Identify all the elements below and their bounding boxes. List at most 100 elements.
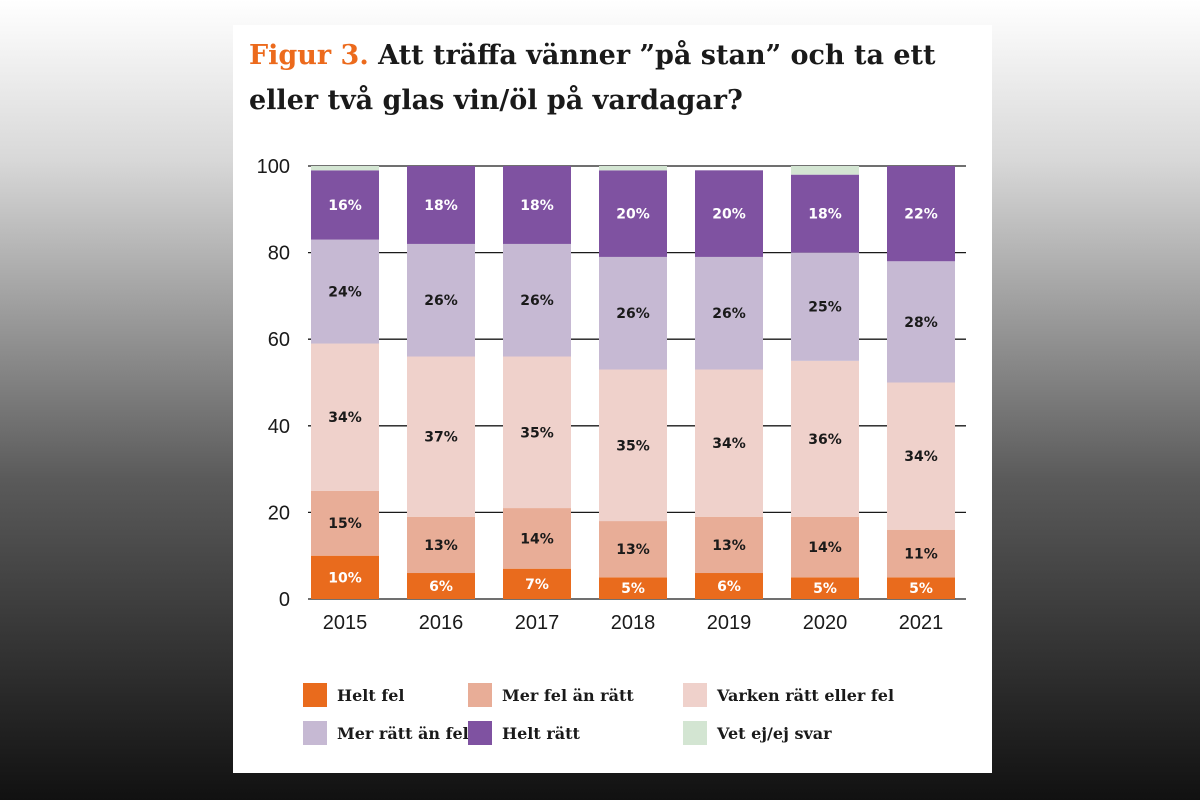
figure-label: Figur 3.	[249, 40, 369, 71]
legend-item: Helt fel	[303, 683, 468, 707]
data-label: 28%	[904, 315, 938, 331]
bar-segment	[695, 369, 763, 517]
data-label: 11%	[904, 547, 938, 563]
bar-segment	[887, 529, 955, 578]
bar-segment	[407, 243, 475, 357]
legend-label: Mer rätt än fel	[337, 723, 469, 743]
data-label: 35%	[520, 425, 554, 441]
y-tick-label: 80	[268, 243, 290, 265]
bar-segment	[503, 508, 571, 569]
legend-swatch	[303, 683, 327, 707]
data-label: 37%	[424, 430, 458, 446]
legend-item: Varken rätt eller fel	[683, 683, 903, 707]
bar-segment	[695, 170, 763, 257]
y-tick-label: 0	[279, 589, 290, 611]
y-tick-label: 40	[268, 416, 290, 438]
data-label: 14%	[808, 540, 842, 556]
bar-segment	[791, 577, 859, 599]
bar-segment	[695, 516, 763, 574]
bar-segment	[887, 577, 955, 599]
legend-label: Helt rätt	[502, 723, 580, 743]
data-label: 13%	[616, 542, 650, 558]
legend-item: Mer fel än rätt	[468, 683, 683, 707]
bar-segment	[503, 166, 571, 244]
bar-segment	[599, 166, 667, 171]
bar-segment	[599, 369, 667, 522]
legend-item: Helt rätt	[468, 721, 683, 745]
bar-segment	[599, 170, 667, 257]
data-label: 16%	[328, 198, 362, 214]
x-tick-label: 2021	[899, 612, 944, 634]
legend-swatch	[683, 683, 707, 707]
data-label: 20%	[712, 207, 746, 223]
data-label: 6%	[429, 579, 453, 595]
bar-segment	[407, 356, 475, 517]
data-label: 18%	[424, 198, 458, 214]
bar-segment	[311, 166, 379, 171]
data-label: 13%	[424, 538, 458, 554]
x-tick-label: 2018	[611, 612, 656, 634]
data-label: 26%	[520, 293, 554, 309]
bar-segment	[791, 166, 859, 175]
legend-item: Mer rätt än fel	[303, 721, 469, 745]
data-label: 7%	[525, 577, 549, 593]
data-label: 10%	[328, 570, 362, 586]
x-tick-label: 2016	[419, 612, 464, 634]
x-tick-label: 2015	[323, 612, 368, 634]
bar-segment	[887, 261, 955, 383]
title-text: Att träffa vänner ”på stan” och ta ett e…	[249, 40, 936, 116]
y-tick-label: 20	[268, 502, 290, 524]
legend-swatch	[303, 721, 327, 745]
data-label: 22%	[904, 207, 938, 223]
legend-label: Vet ej/ej svar	[717, 723, 832, 743]
data-label: 25%	[808, 300, 842, 316]
legend-label: Helt fel	[337, 685, 405, 705]
data-label: 34%	[328, 410, 362, 426]
data-label: 35%	[616, 438, 650, 454]
bar-segment	[791, 516, 859, 578]
legend: Helt fel Mer fel än rätt Varken rätt eller…	[303, 683, 983, 745]
data-label: 5%	[621, 581, 645, 597]
bar-segment	[791, 174, 859, 253]
stacked-bar-chart: 0 20 40 60 80 100 10% 15% 34% 24% 16% 2015 6% 13% 37% 2…	[257, 156, 966, 634]
bar-segment	[887, 166, 955, 262]
bar-segment	[311, 490, 379, 556]
x-tick-label: 2017	[515, 612, 560, 634]
bar-segment	[311, 170, 379, 240]
data-label: 6%	[717, 579, 741, 595]
y-tick-label: 100	[257, 156, 290, 178]
bar-segment	[695, 573, 763, 599]
data-label: 26%	[424, 293, 458, 309]
data-label: 34%	[904, 449, 938, 465]
bar-segment	[311, 239, 379, 344]
data-label: 26%	[712, 306, 746, 322]
bar-segment	[503, 568, 571, 599]
bar-segment	[311, 555, 379, 599]
bar-segment	[887, 382, 955, 530]
legend-item: Vet ej/ej svar	[683, 721, 903, 745]
data-label: 15%	[328, 516, 362, 532]
bar-segment	[791, 252, 859, 361]
bar-segment	[791, 360, 859, 517]
data-label: 18%	[808, 207, 842, 223]
bar-segment	[599, 577, 667, 599]
x-tick-label: 2019	[707, 612, 752, 634]
legend-label: Varken rätt eller fel	[717, 685, 895, 705]
data-label: 36%	[808, 432, 842, 448]
legend-swatch	[468, 721, 492, 745]
bar-segment	[503, 356, 571, 509]
legend-swatch	[683, 721, 707, 745]
data-label: 18%	[520, 198, 554, 214]
bar-segment	[407, 166, 475, 244]
bar-segment	[599, 256, 667, 370]
data-label: 34%	[712, 436, 746, 452]
bar-segment	[695, 256, 763, 370]
data-label: 26%	[616, 306, 650, 322]
data-label: 5%	[813, 581, 837, 597]
bar-segment	[407, 516, 475, 574]
figure-card: Figur 3. Att träffa vänner ”på stan” och…	[233, 25, 992, 773]
bar-segment	[503, 243, 571, 357]
x-tick-label: 2020	[803, 612, 848, 634]
legend-label: Mer fel än rätt	[502, 685, 634, 705]
bar-segment	[311, 343, 379, 491]
